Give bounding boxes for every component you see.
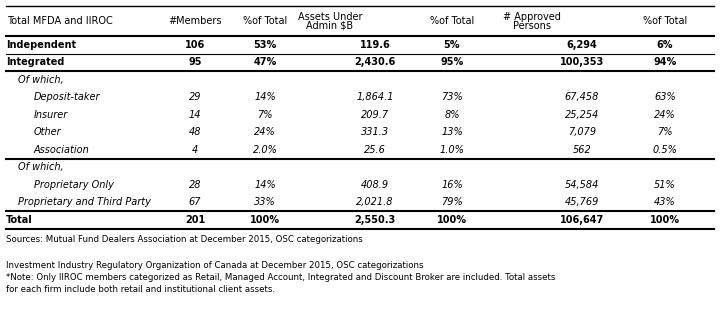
Text: 4: 4 [192, 145, 198, 155]
Text: *Note: Only IIROC members categorized as Retail, Managed Account, Integrated and: *Note: Only IIROC members categorized as… [6, 273, 555, 282]
Text: 7%: 7% [257, 110, 273, 120]
Text: 106: 106 [185, 40, 205, 50]
Text: Of which,: Of which, [18, 162, 63, 172]
Text: Integrated: Integrated [6, 57, 64, 67]
Text: Proprietary and Third Party: Proprietary and Third Party [18, 197, 151, 207]
Text: 95%: 95% [441, 57, 464, 67]
Text: 29: 29 [189, 92, 202, 102]
Text: 25.6: 25.6 [364, 145, 386, 155]
Text: Total: Total [6, 215, 32, 225]
Text: 106,647: 106,647 [560, 215, 604, 225]
Text: 100,353: 100,353 [560, 57, 604, 67]
Text: 209.7: 209.7 [361, 110, 389, 120]
Text: 25,254: 25,254 [564, 110, 599, 120]
Text: 6%: 6% [657, 40, 673, 50]
Text: 7%: 7% [657, 127, 672, 137]
Text: 7,079: 7,079 [568, 127, 596, 137]
Text: 94%: 94% [653, 57, 677, 67]
Text: 2,550.3: 2,550.3 [354, 215, 395, 225]
Text: Assets Under: Assets Under [298, 12, 362, 22]
Text: 1.0%: 1.0% [440, 145, 464, 155]
Text: 47%: 47% [253, 57, 276, 67]
Text: 2,021.8: 2,021.8 [356, 197, 394, 207]
Text: 28: 28 [189, 180, 202, 190]
Text: 100%: 100% [650, 215, 680, 225]
Text: %of Total: %of Total [643, 16, 687, 26]
Text: 119.6: 119.6 [359, 40, 390, 50]
Text: # Approved: # Approved [503, 12, 561, 22]
Text: 14%: 14% [254, 92, 276, 102]
Text: 408.9: 408.9 [361, 180, 389, 190]
Text: 100%: 100% [437, 215, 467, 225]
Text: 13%: 13% [441, 127, 463, 137]
Text: 73%: 73% [441, 92, 463, 102]
Text: #Members: #Members [168, 16, 222, 26]
Text: Admin $B: Admin $B [307, 21, 354, 31]
Text: 6,294: 6,294 [567, 40, 598, 50]
Text: 5%: 5% [444, 40, 460, 50]
Text: 54,584: 54,584 [564, 180, 599, 190]
Text: for each firm include both retail and institutional client assets.: for each firm include both retail and in… [6, 286, 275, 295]
Text: 2,430.6: 2,430.6 [354, 57, 395, 67]
Text: 53%: 53% [253, 40, 276, 50]
Text: 48: 48 [189, 127, 202, 137]
Text: Investment Industry Regulatory Organization of Canada at December 2015, OSC cate: Investment Industry Regulatory Organizat… [6, 260, 423, 270]
Text: Total MFDA and IIROC: Total MFDA and IIROC [7, 16, 113, 26]
Text: Proprietary Only: Proprietary Only [34, 180, 114, 190]
Text: Other: Other [34, 127, 62, 137]
Text: 0.5%: 0.5% [652, 145, 678, 155]
Text: Deposit-taker: Deposit-taker [34, 92, 101, 102]
Text: 24%: 24% [654, 110, 676, 120]
Text: 67,458: 67,458 [564, 92, 599, 102]
Text: Sources: Mutual Fund Dealers Association at December 2015, OSC categorizations: Sources: Mutual Fund Dealers Association… [6, 235, 363, 244]
Text: 562: 562 [572, 145, 591, 155]
Text: 63%: 63% [654, 92, 676, 102]
Text: 201: 201 [185, 215, 205, 225]
Text: 43%: 43% [654, 197, 676, 207]
Text: 45,769: 45,769 [564, 197, 599, 207]
Text: 331.3: 331.3 [361, 127, 389, 137]
Text: 14%: 14% [254, 180, 276, 190]
Text: 2.0%: 2.0% [253, 145, 277, 155]
Text: 33%: 33% [254, 197, 276, 207]
Text: Of which,: Of which, [18, 75, 63, 85]
Text: Insurer: Insurer [34, 110, 68, 120]
Text: 100%: 100% [250, 215, 280, 225]
Text: %of Total: %of Total [430, 16, 474, 26]
Text: 95: 95 [188, 57, 202, 67]
Text: 16%: 16% [441, 180, 463, 190]
Text: 24%: 24% [254, 127, 276, 137]
Text: Independent: Independent [6, 40, 76, 50]
Text: 67: 67 [189, 197, 202, 207]
Text: 51%: 51% [654, 180, 676, 190]
Text: 14: 14 [189, 110, 202, 120]
Text: %of Total: %of Total [243, 16, 287, 26]
Text: 8%: 8% [444, 110, 460, 120]
Text: Persons: Persons [513, 21, 551, 31]
Text: Association: Association [34, 145, 90, 155]
Text: 1,864.1: 1,864.1 [356, 92, 394, 102]
Text: 79%: 79% [441, 197, 463, 207]
